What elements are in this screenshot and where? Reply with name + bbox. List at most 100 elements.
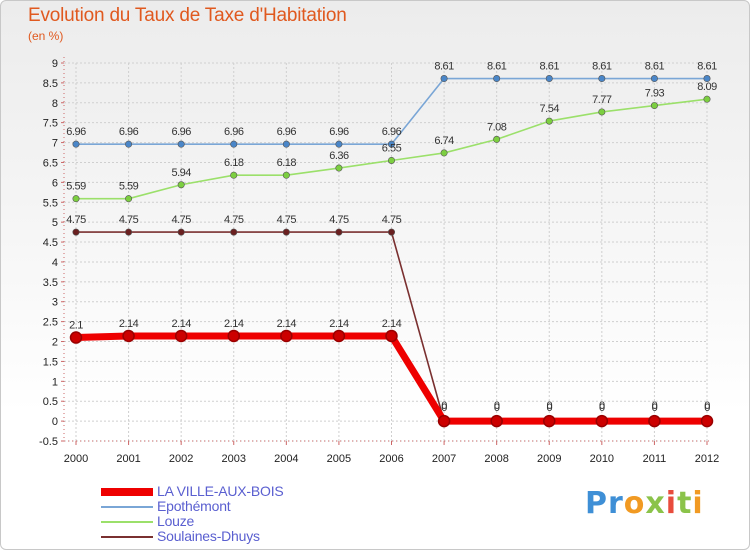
data-label: 2.1 xyxy=(69,320,83,332)
data-label: 6.96 xyxy=(171,126,191,138)
series-layer xyxy=(69,75,714,428)
x-tick-label: 2011 xyxy=(643,453,667,465)
data-point xyxy=(595,414,609,428)
data-label: 0 xyxy=(546,402,552,414)
legend-label: Epothémont xyxy=(157,498,231,514)
x-tick-label: 2003 xyxy=(222,453,246,465)
chart-unit: (en %) xyxy=(28,29,64,43)
data-point xyxy=(545,75,553,83)
data-point xyxy=(598,108,606,116)
x-tick-label: 2009 xyxy=(537,453,561,465)
data-point xyxy=(700,414,714,428)
data-label: 2.14 xyxy=(329,318,349,330)
data-label: 4.75 xyxy=(171,214,191,226)
data-point xyxy=(545,117,553,125)
legend-swatch xyxy=(101,521,153,523)
y-tick-label: 9 xyxy=(52,58,58,70)
data-label: 6.18 xyxy=(277,157,297,169)
data-point xyxy=(72,228,80,236)
data-label: 2.14 xyxy=(382,318,402,330)
y-tick-label: 1 xyxy=(52,376,58,388)
data-label: 6.18 xyxy=(224,157,244,169)
grid xyxy=(64,62,708,442)
legend-label: LA VILLE-AUX-BOIS xyxy=(157,483,284,499)
data-label: 5.59 xyxy=(119,181,139,193)
data-label: 8.61 xyxy=(540,61,560,73)
data-point xyxy=(703,95,711,103)
data-label: 2.14 xyxy=(171,318,191,330)
data-label: 6.55 xyxy=(382,142,402,154)
data-point xyxy=(703,75,711,83)
data-point xyxy=(493,135,501,143)
y-tick-label: 4 xyxy=(52,257,58,269)
data-label: 6.74 xyxy=(434,135,454,147)
data-label: 7.08 xyxy=(487,121,507,133)
data-point xyxy=(174,329,188,343)
data-label: 6.96 xyxy=(224,126,244,138)
data-label: 7.93 xyxy=(645,88,665,100)
x-tick-label: 2001 xyxy=(116,453,140,465)
data-label: 0 xyxy=(546,400,552,412)
data-label: 6.36 xyxy=(329,150,349,162)
data-label: 2.14 xyxy=(277,318,297,330)
data-point xyxy=(335,228,343,236)
data-label: 4.75 xyxy=(224,214,244,226)
data-point xyxy=(387,156,395,164)
data-label: 8.61 xyxy=(645,61,665,73)
x-tick-label: 2008 xyxy=(484,453,508,465)
data-point xyxy=(177,228,185,236)
y-tick-label: -0.5 xyxy=(39,436,58,448)
data-point xyxy=(335,164,343,172)
x-tick-label: 2002 xyxy=(169,453,193,465)
data-label: 4.75 xyxy=(66,214,86,226)
data-point xyxy=(230,228,238,236)
y-tick-label: 8 xyxy=(52,98,58,110)
y-tick-label: 1.5 xyxy=(43,356,58,368)
y-tick-label: 2 xyxy=(52,337,58,349)
axes: -0.5 0 0.5 1 1.5 2 2.5 3 3.5 4 4.5 5 5.5 6 6.5 7 7.5 8 8.5… xyxy=(39,57,719,465)
data-label: 0 xyxy=(494,402,500,414)
y-tick-label: 2.5 xyxy=(43,317,58,329)
data-point xyxy=(543,414,556,428)
x-tick-label: 2007 xyxy=(432,453,456,465)
data-label: 5.59 xyxy=(66,181,86,193)
data-label: 6.96 xyxy=(277,126,297,138)
data-point xyxy=(125,140,133,148)
data-point xyxy=(440,75,448,83)
data-point xyxy=(598,75,606,83)
data-label: 0 xyxy=(704,400,710,412)
chart-title: Evolution du Taux de Taxe d'Habitation xyxy=(28,5,347,26)
data-point xyxy=(335,140,343,148)
data-label: 0 xyxy=(599,400,605,412)
data-label: 0 xyxy=(599,402,605,414)
y-tick-label: 7.5 xyxy=(43,118,58,130)
data-point xyxy=(282,140,290,148)
x-tick-label: 2005 xyxy=(327,453,351,465)
data-label: 8.61 xyxy=(487,61,507,73)
data-label: 8.61 xyxy=(434,61,454,73)
data-point xyxy=(650,102,658,110)
data-point xyxy=(490,414,503,428)
data-point xyxy=(177,140,185,148)
data-point xyxy=(72,195,80,203)
y-tick-label: 3 xyxy=(52,297,58,309)
x-tick-label: 2006 xyxy=(379,453,403,465)
x-tick-label: 2004 xyxy=(274,453,298,465)
data-point xyxy=(230,171,238,179)
data-label: 4.75 xyxy=(119,214,139,226)
data-point xyxy=(648,414,661,428)
data-point xyxy=(122,329,135,343)
data-point xyxy=(227,329,240,343)
data-label: 4.75 xyxy=(382,214,402,226)
data-point xyxy=(282,228,290,236)
data-label: 6.96 xyxy=(382,126,402,138)
y-tick-label: 0.5 xyxy=(43,396,58,408)
data-point xyxy=(125,195,133,203)
data-label: 8.61 xyxy=(697,61,717,73)
x-tick-label: 2000 xyxy=(64,453,88,465)
data-point xyxy=(125,228,133,236)
data-label: 7.54 xyxy=(540,103,560,115)
x-tick-label: 2012 xyxy=(695,453,719,465)
